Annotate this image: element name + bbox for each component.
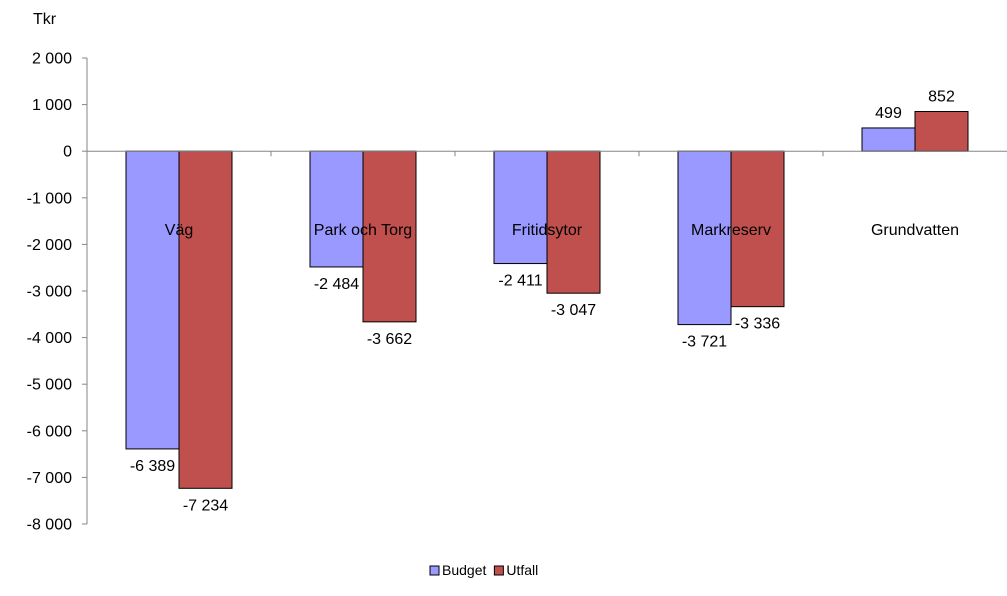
y-tick-label: -7 000 — [27, 470, 72, 487]
data-label-utfall: -3 336 — [735, 316, 780, 333]
bar-budget — [125, 150, 180, 450]
data-label-utfall: -3 047 — [551, 302, 596, 319]
category-label: Fritidsytor — [512, 222, 583, 239]
y-tick-label: -1 000 — [27, 190, 72, 207]
y-axis-unit-label: Tkr — [33, 11, 57, 28]
y-tick-label: -6 000 — [27, 423, 72, 440]
data-label-budget: 499 — [875, 105, 902, 122]
legend-swatch-budget — [429, 565, 440, 576]
y-tick-label: -3 000 — [27, 284, 72, 301]
category-label: Park och Torg — [314, 222, 412, 239]
data-label-utfall: -7 234 — [183, 497, 228, 514]
bar-utfall — [730, 150, 785, 308]
bar-utfall — [362, 150, 417, 323]
bar-budget — [861, 127, 916, 152]
axes-group — [82, 57, 1007, 525]
y-tick-label: -8 000 — [27, 517, 72, 534]
y-ticks-group: 2 000 1 000 0 -1 000 -2 000 -3 000 -4 000 -5 00… — [27, 51, 72, 534]
legend-label-budget: Budget — [442, 562, 486, 578]
legend-swatch-utfall — [493, 565, 504, 576]
category-label: Markreserv — [691, 222, 771, 239]
category-label: Väg — [165, 222, 193, 239]
legend-label-utfall: Utfall — [506, 562, 538, 578]
data-label-budget: -2 484 — [314, 276, 359, 293]
category-labels-group: Väg Park och Torg Fritidsytor Markreserv Gru… — [165, 222, 959, 239]
data-label-budget: -6 389 — [130, 458, 175, 475]
bars-group — [125, 110, 969, 489]
data-labels-group: -6 389 -7 234 -2 484 -3 662 -2 411 -3 047 -3 7… — [130, 88, 955, 514]
bar-budget — [493, 150, 548, 265]
bar-utfall — [178, 150, 233, 489]
bar-utfall — [914, 110, 969, 152]
y-tick-label: 2 000 — [32, 51, 72, 68]
y-tick-label: -2 000 — [27, 237, 72, 254]
category-label: Grundvatten — [871, 222, 959, 239]
legend: Budget Utfall — [429, 562, 538, 578]
data-label-utfall: 852 — [928, 88, 955, 105]
y-tick-label: 0 — [63, 144, 72, 161]
data-label-utfall: -3 662 — [367, 331, 412, 348]
bar-budget — [309, 150, 364, 268]
y-tick-label: -4 000 — [27, 330, 72, 347]
bar-utfall — [546, 150, 601, 294]
y-tick-label: -5 000 — [27, 377, 72, 394]
data-label-budget: -2 411 — [498, 273, 542, 290]
data-label-budget: -3 721 — [682, 334, 727, 351]
y-tick-label: 1 000 — [32, 97, 72, 114]
